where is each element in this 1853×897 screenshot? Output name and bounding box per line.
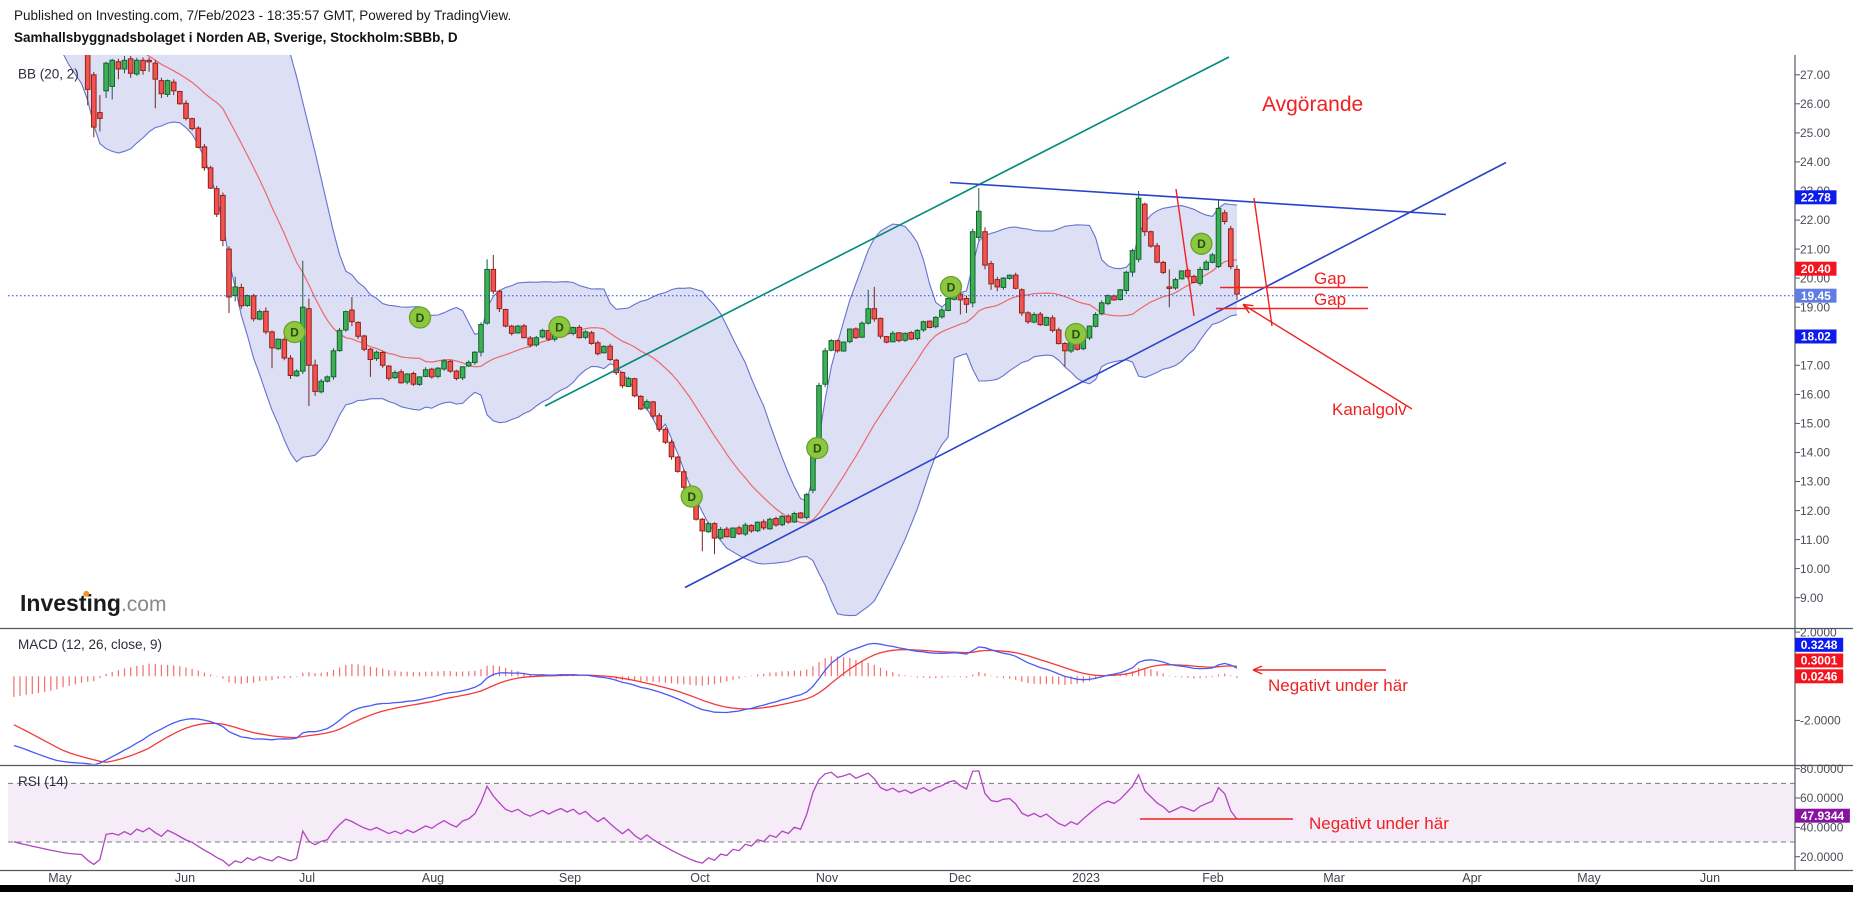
svg-text:25.00: 25.00 [1800,126,1830,140]
svg-text:Apr: Apr [1462,871,1481,885]
svg-text:Dec: Dec [949,871,971,885]
svg-text:D: D [555,320,564,334]
svg-text:D: D [416,311,425,325]
svg-text:22.00: 22.00 [1800,213,1830,227]
svg-text:Jul: Jul [299,871,315,885]
svg-text:2023: 2023 [1072,871,1100,885]
svg-text:Published on Investing.com, 7/: Published on Investing.com, 7/Feb/2023 -… [14,8,511,23]
svg-text:17.00: 17.00 [1800,359,1830,373]
svg-text:18.02: 18.02 [1801,330,1831,344]
svg-text:Jun: Jun [1700,871,1720,885]
svg-text:Gap: Gap [1314,290,1346,309]
svg-text:Investing.com: Investing.com [20,590,166,616]
svg-text:19.45: 19.45 [1801,289,1831,303]
svg-text:20.0000: 20.0000 [1800,850,1844,864]
svg-text:BB (20, 2): BB (20, 2) [18,67,79,82]
svg-text:D: D [947,280,956,294]
svg-text:9.00: 9.00 [1800,591,1824,605]
svg-text:May: May [48,871,72,885]
svg-text:Jun: Jun [175,871,195,885]
svg-text:27.00: 27.00 [1800,68,1830,82]
svg-text:14.00: 14.00 [1800,446,1830,460]
svg-text:Aug: Aug [422,871,444,885]
svg-text:40.0000: 40.0000 [1800,821,1844,835]
svg-text:Kanalgolv: Kanalgolv [1332,400,1407,419]
svg-text:24.00: 24.00 [1800,155,1830,169]
svg-text:22.78: 22.78 [1801,191,1831,205]
svg-text:11.00: 11.00 [1800,533,1829,547]
svg-text:MACD (12, 26, close, 9): MACD (12, 26, close, 9) [18,637,162,652]
svg-text:Avgörande: Avgörande [1262,93,1363,116]
svg-text:19.00: 19.00 [1800,300,1830,314]
svg-text:13.00: 13.00 [1800,475,1830,489]
svg-text:Sep: Sep [559,871,581,885]
svg-text:21.00: 21.00 [1800,242,1830,256]
svg-text:D: D [1197,237,1206,251]
svg-text:Feb: Feb [1202,871,1224,885]
svg-text:47.9344: 47.9344 [1801,809,1845,823]
svg-text:0.0246: 0.0246 [1801,670,1838,684]
svg-text:60.0000: 60.0000 [1800,791,1844,805]
svg-text:May: May [1577,871,1601,885]
svg-text:RSI (14): RSI (14) [18,774,68,789]
svg-text:26.00: 26.00 [1800,97,1830,111]
svg-text:15.00: 15.00 [1800,417,1830,431]
svg-text:2.0000: 2.0000 [1800,625,1837,639]
svg-text:20.40: 20.40 [1801,262,1831,276]
svg-text:Oct: Oct [690,871,710,885]
svg-text:D: D [290,325,299,339]
svg-text:Nov: Nov [816,871,839,885]
svg-text:D: D [687,490,696,504]
svg-text:16.00: 16.00 [1800,388,1830,402]
svg-text:D: D [1072,327,1081,341]
svg-text:-2.0000: -2.0000 [1800,714,1841,728]
svg-text:12.00: 12.00 [1800,504,1830,518]
svg-text:Negativt under här: Negativt under här [1309,814,1449,833]
svg-text:0.3001: 0.3001 [1801,654,1838,668]
svg-text:Gap: Gap [1314,269,1346,288]
svg-text:D: D [813,441,822,455]
svg-text:80.0000: 80.0000 [1800,762,1844,776]
svg-text:10.00: 10.00 [1800,562,1830,576]
svg-text:Negativt under här: Negativt under här [1268,676,1408,695]
svg-text:Samhallsbyggnadsbolaget i Nord: Samhallsbyggnadsbolaget i Norden AB, Sve… [14,30,458,45]
svg-text:Mar: Mar [1323,871,1345,885]
svg-text:0.3248: 0.3248 [1801,638,1838,652]
